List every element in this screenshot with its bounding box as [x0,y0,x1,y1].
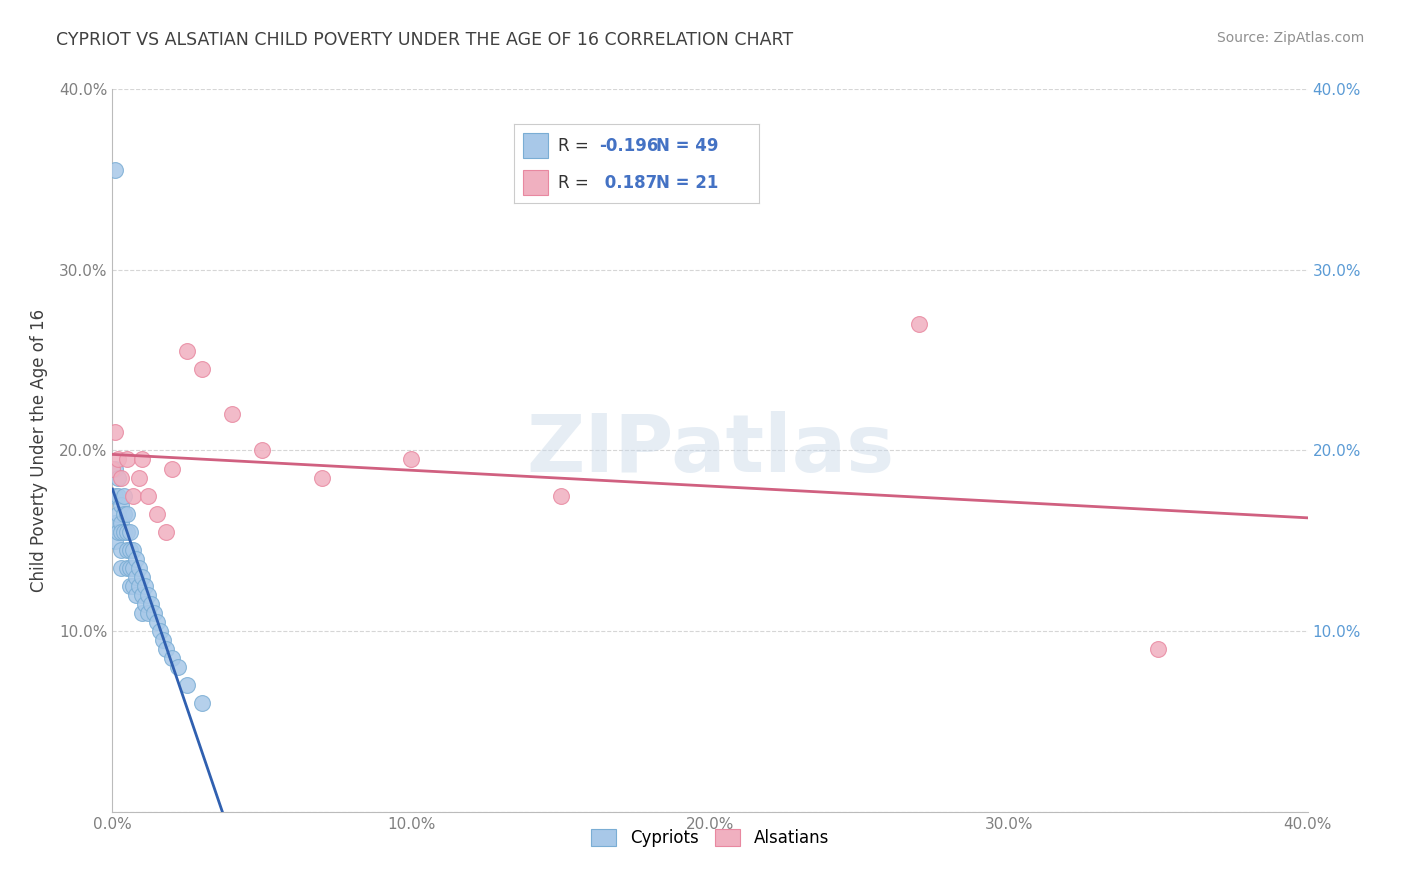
Point [401,452,423,467]
Point [110,516,132,530]
Point [138,588,160,602]
Point [1147,642,1170,657]
Point [141,597,163,611]
Point [191,362,214,376]
Point [122,561,145,575]
Point [122,542,145,557]
Point [250,443,273,458]
Point [107,470,129,484]
Text: N = 49: N = 49 [655,136,718,154]
Point [120,579,142,593]
Y-axis label: Child Poverty Under the Age of 16: Child Poverty Under the Age of 16 [30,309,48,592]
Point [114,524,135,539]
Point [110,498,132,512]
Point [114,489,135,503]
Text: 0.187: 0.187 [599,174,658,192]
Point [908,317,931,331]
Point [104,425,127,440]
Point [125,570,148,584]
Point [117,542,139,557]
Point [143,606,166,620]
Text: R =: R = [558,174,593,192]
Point [104,461,127,475]
Point [131,606,153,620]
Point [149,624,172,639]
Point [155,524,177,539]
Point [167,660,190,674]
Point [128,561,150,575]
Point [162,461,183,475]
Point [191,697,214,711]
Point [125,588,148,602]
Point [117,452,139,467]
Point [146,507,169,521]
Point [176,344,198,359]
Text: CYPRIOT VS ALSATIAN CHILD POVERTY UNDER THE AGE OF 16 CORRELATION CHART: CYPRIOT VS ALSATIAN CHILD POVERTY UNDER … [56,31,793,49]
Text: R =: R = [558,136,593,154]
Point [122,489,145,503]
Point [120,561,142,575]
Point [107,507,129,521]
Point [138,489,160,503]
Text: Source: ZipAtlas.com: Source: ZipAtlas.com [1216,31,1364,45]
Point [128,579,150,593]
Point [104,163,127,178]
Point [128,470,150,484]
Point [152,633,174,648]
Point [176,678,198,692]
Point [117,524,139,539]
Point [155,642,177,657]
Point [311,470,333,484]
Point [550,489,572,503]
Point [221,407,243,422]
Point [131,452,153,467]
Point [114,507,135,521]
Legend: Cypriots, Alsatians: Cypriots, Alsatians [585,822,835,854]
Point [131,588,153,602]
Text: -0.196: -0.196 [599,136,659,154]
Point [122,579,145,593]
FancyBboxPatch shape [523,133,548,158]
Point [104,516,127,530]
Point [107,489,129,503]
Point [138,606,160,620]
Point [110,524,132,539]
Point [110,542,132,557]
Point [110,561,132,575]
Point [134,579,156,593]
Point [146,615,169,629]
Point [120,542,142,557]
Point [134,597,156,611]
Point [107,524,129,539]
Point [125,551,148,566]
Text: ZIPatlas: ZIPatlas [526,411,894,490]
Point [117,507,139,521]
FancyBboxPatch shape [523,170,548,195]
Point [120,524,142,539]
Point [107,452,129,467]
Point [101,461,124,475]
Point [117,561,139,575]
Text: N = 21: N = 21 [655,174,718,192]
Point [110,470,132,484]
Point [131,570,153,584]
Point [104,533,127,548]
Point [104,489,127,503]
Point [162,651,183,665]
